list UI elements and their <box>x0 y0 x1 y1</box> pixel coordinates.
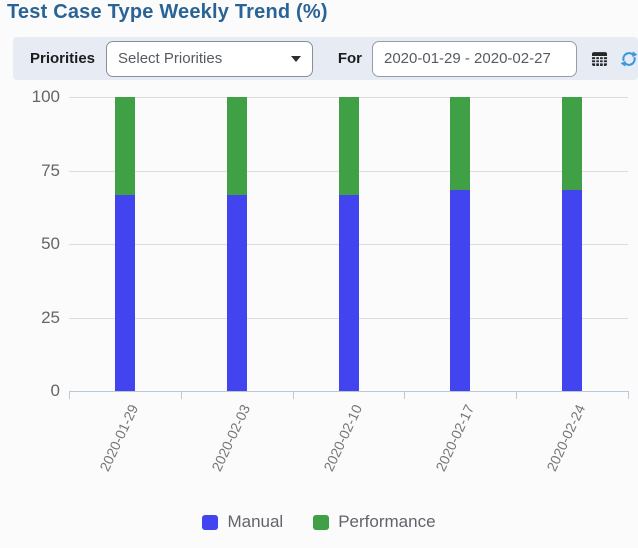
bar-segment-manual[interactable] <box>226 194 247 391</box>
bar-segment-manual[interactable] <box>450 189 471 391</box>
legend-swatch <box>313 514 330 530</box>
legend-label: Performance <box>338 512 436 531</box>
plot-area <box>69 97 629 399</box>
page-title: Test Case Type Weekly Trend (%) <box>7 1 328 23</box>
y-tick-label: 25 <box>41 307 60 327</box>
x-tick-mark <box>404 391 406 399</box>
x-tick-label: 2020-02-24 <box>543 402 589 474</box>
for-label: For <box>337 50 362 67</box>
priorities-select-value: Select Priorities <box>118 50 223 67</box>
bar-segment-performance[interactable] <box>562 97 583 190</box>
y-tick-label: 75 <box>41 160 60 180</box>
chevron-down-icon <box>290 55 301 62</box>
x-tick-mark <box>69 391 70 399</box>
x-tick-mark <box>292 391 294 399</box>
filter-toolbar: Priorities Select Priorities For <box>13 37 638 80</box>
chart-legend: Manual Performance <box>0 512 638 532</box>
y-tick-label: 50 <box>41 234 60 253</box>
x-tick-label: 2020-02-10 <box>320 402 366 474</box>
x-tick-mark <box>516 391 518 399</box>
x-tick-label: 2020-02-03 <box>208 402 254 474</box>
legend-item-performance[interactable]: Performance <box>313 512 436 532</box>
priorities-label: Priorities <box>30 50 96 67</box>
x-tick-label: 2020-01-29 <box>96 402 142 474</box>
date-range-input[interactable] <box>372 40 577 77</box>
calendar-icon[interactable] <box>590 49 609 68</box>
bar-segment-performance[interactable] <box>450 97 471 190</box>
priorities-select[interactable]: Select Priorities <box>106 40 313 77</box>
x-axis-line <box>69 391 628 392</box>
bar-segment-performance[interactable] <box>338 97 359 195</box>
bar-segment-manual[interactable] <box>562 189 583 391</box>
y-tick-label: 0 <box>50 381 60 400</box>
legend-item-manual[interactable]: Manual <box>202 512 283 532</box>
legend-swatch <box>202 514 219 530</box>
bar-segment-performance[interactable] <box>114 97 135 195</box>
bar-segment-manual[interactable] <box>114 194 135 391</box>
refresh-icon[interactable] <box>620 50 638 68</box>
x-tick-mark <box>180 391 182 399</box>
bar-segment-performance[interactable] <box>226 97 247 195</box>
bar-segment-manual[interactable] <box>338 194 359 391</box>
x-tick-mark <box>628 391 629 399</box>
y-tick-label: 100 <box>31 87 60 106</box>
legend-label: Manual <box>227 512 284 531</box>
x-tick-label: 2020-02-17 <box>432 402 477 474</box>
